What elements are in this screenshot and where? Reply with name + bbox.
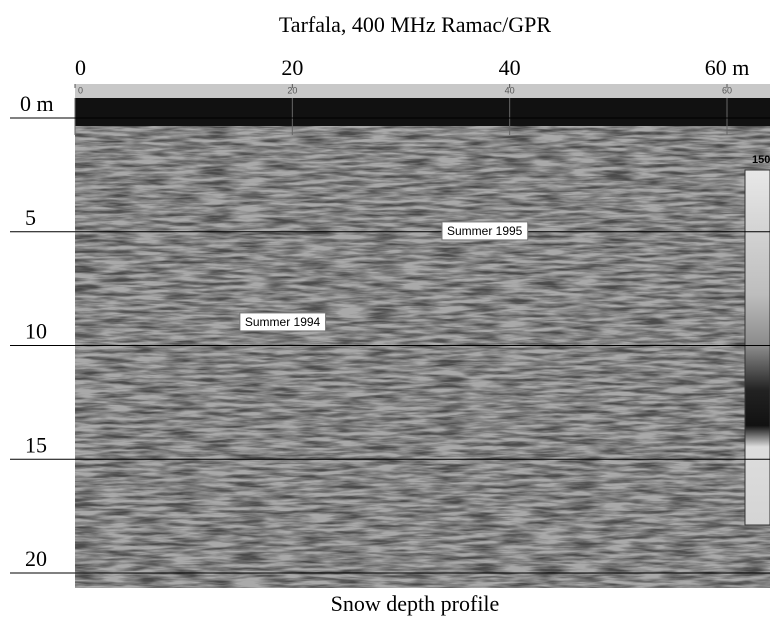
y-tick-label: 15 (25, 432, 47, 457)
inner-x-tick-label: 20 (287, 85, 297, 95)
x-tick-label: 40 (499, 55, 521, 80)
air-wave-band (75, 98, 770, 126)
inner-x-tick-label: 40 (505, 85, 515, 95)
x-tick-label: 20 (281, 55, 303, 80)
x-tick-label: 0 (75, 55, 86, 80)
radargram-texture (75, 98, 770, 588)
colorbar-label: 15000 (752, 154, 770, 166)
x-axis-label: Snow depth profile (331, 591, 500, 616)
inner-x-tick-label: 60 (722, 85, 732, 95)
annotation: Summer 1994 (245, 315, 321, 329)
annotation-box (441, 221, 529, 241)
annotation-box (239, 312, 327, 332)
annotation: Summer 1995 (447, 224, 523, 238)
y-tick-label: 0 m (20, 91, 54, 116)
y-tick-label: 5 (25, 205, 36, 230)
y-tick-label: 20 (25, 546, 47, 571)
x-tick-label: 60 m (705, 55, 750, 80)
chart-title: Tarfala, 400 MHz Ramac/GPR (279, 12, 551, 37)
colorbar (744, 169, 770, 526)
inner-x-tick-label: 0 (78, 85, 83, 95)
inner-scale-strip (75, 84, 770, 98)
y-tick-label: 10 (25, 319, 47, 344)
